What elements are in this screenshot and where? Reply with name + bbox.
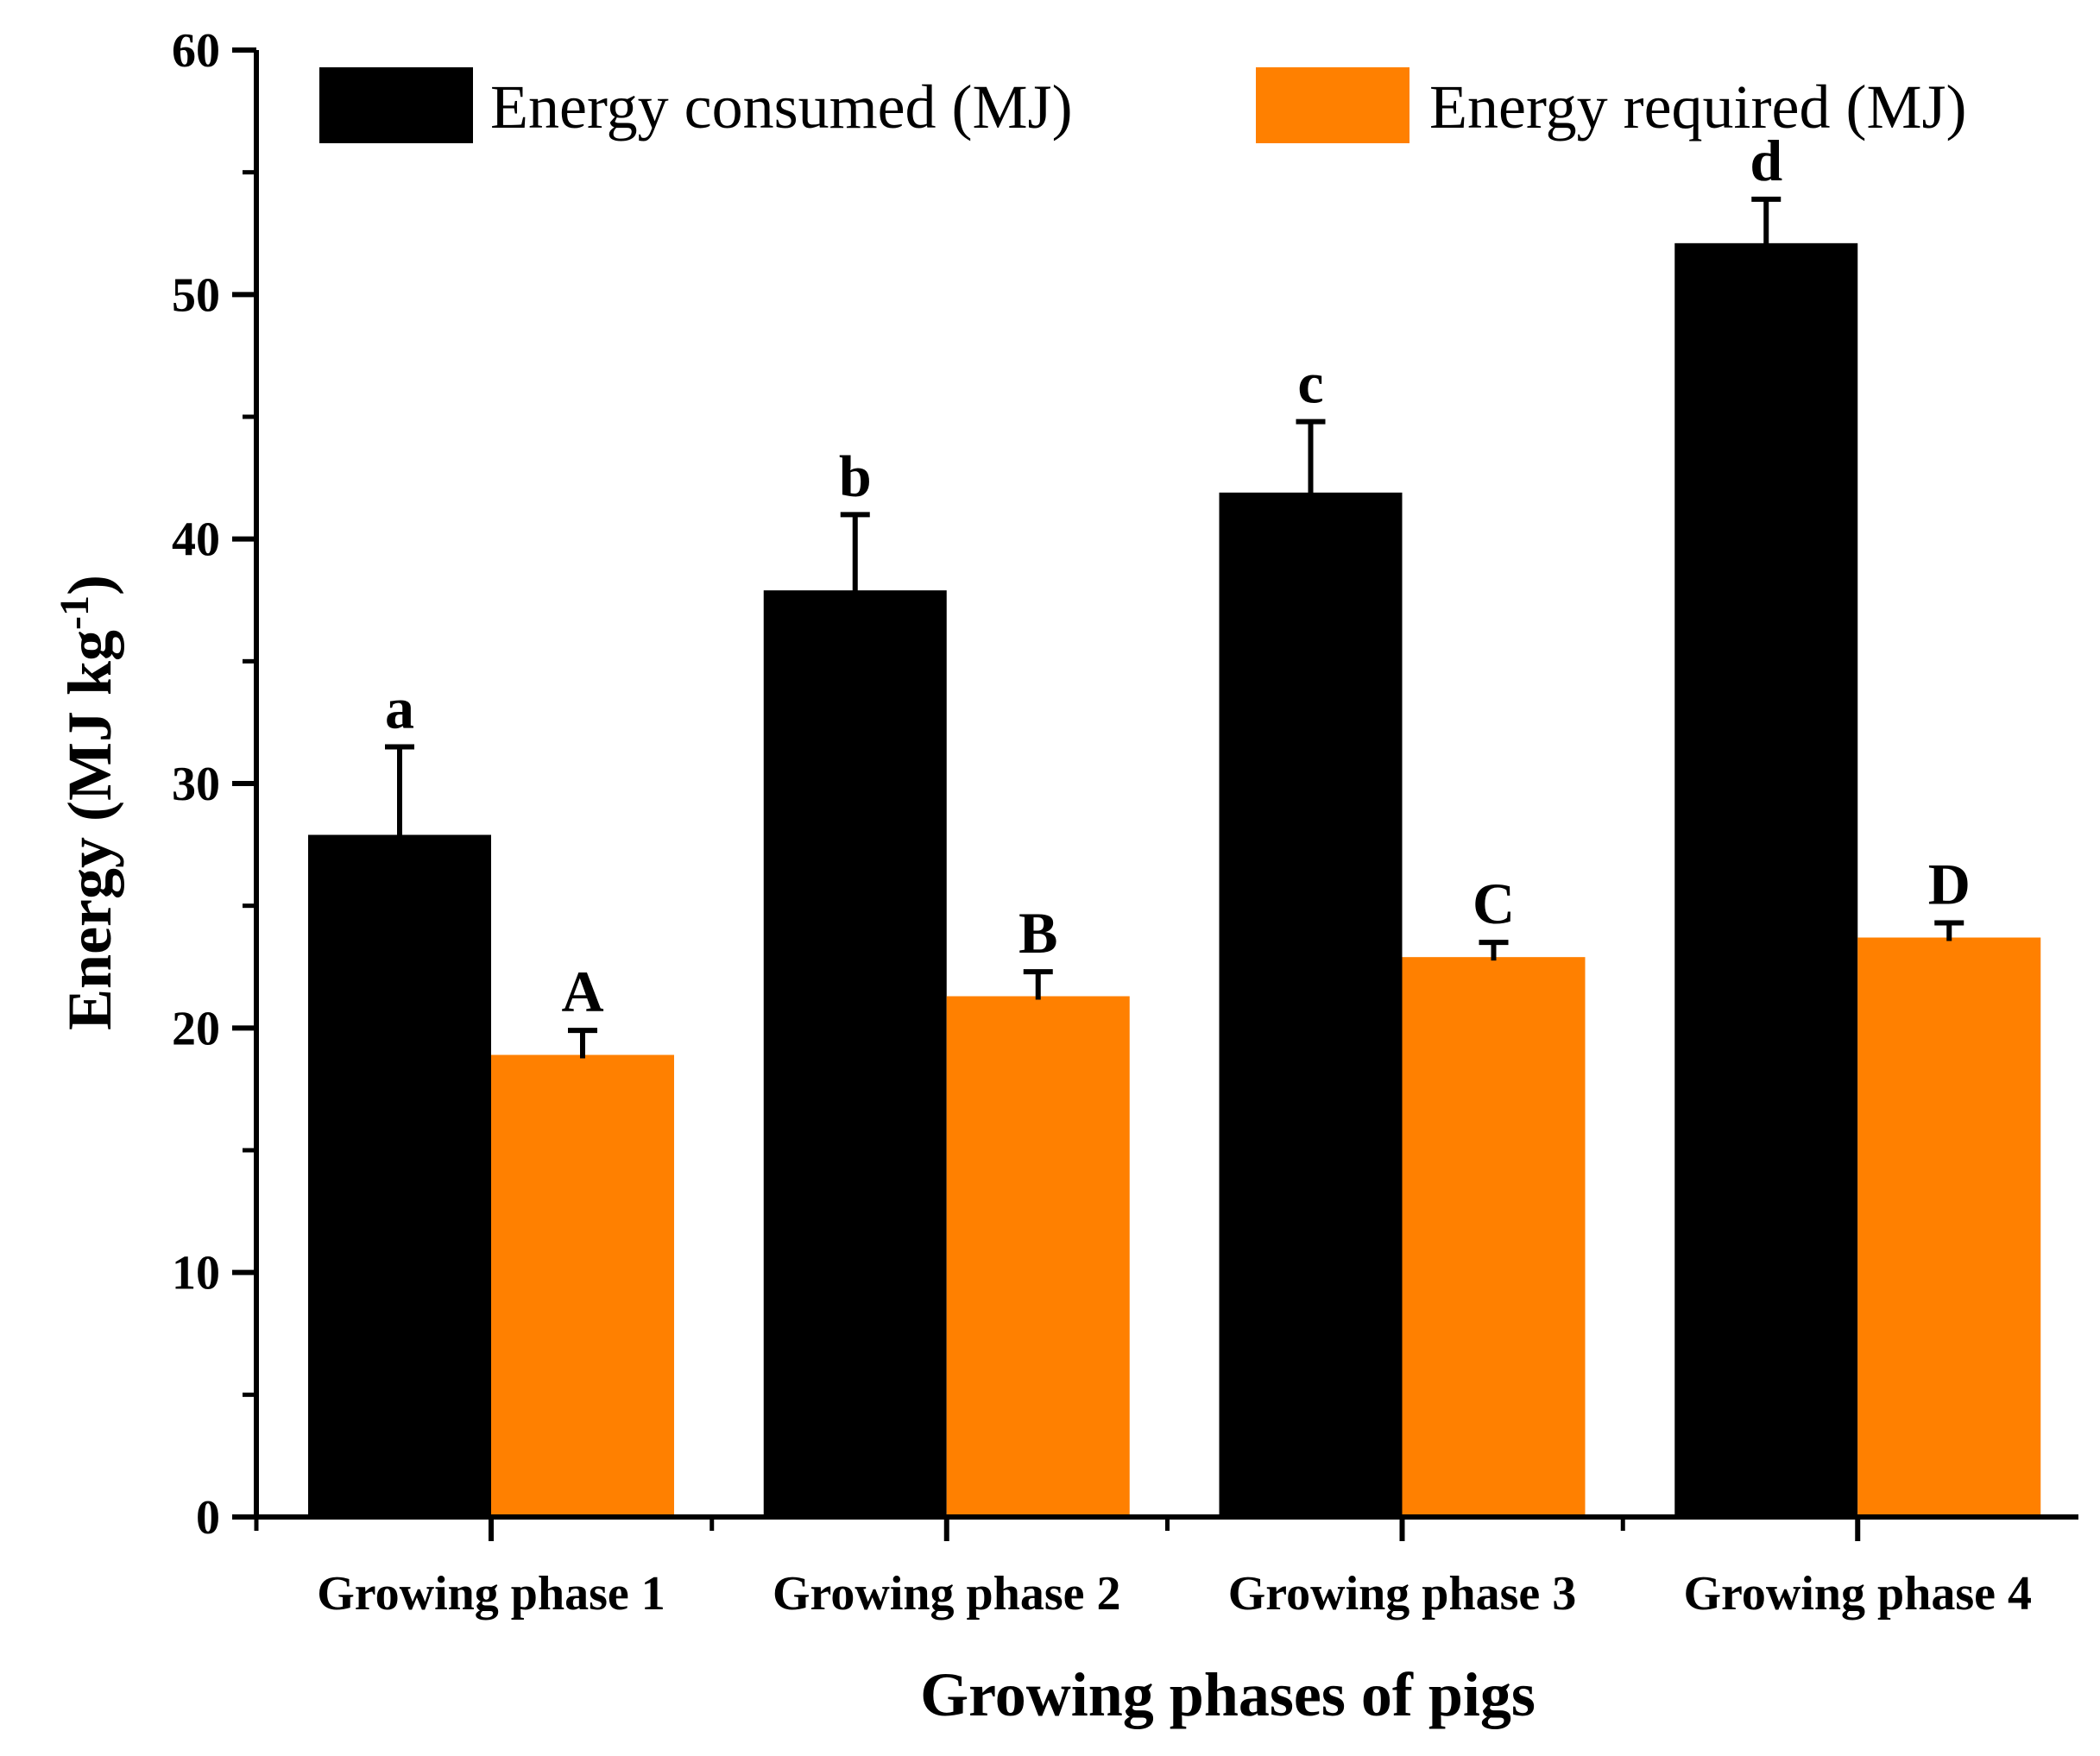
x-tick-label-2: Growing phase 2 [773,1567,1120,1621]
error-bars-layer [385,196,1964,1059]
significance-label-consumed-2: b [839,443,872,508]
y-axis-title-superscript: -1 [52,595,98,630]
y-tick-label-30: 30 [172,758,220,811]
significance-label-consumed-4: d [1750,128,1782,193]
legend: Energy consumed (MJ) Energy required (MJ) [319,67,1966,143]
x-tick-label-3: Growing phase 3 [1228,1567,1576,1621]
x-tick-label-1: Growing phase 1 [317,1567,665,1621]
bar-required-1 [491,1054,674,1517]
significance-labels-layer: a Ab Bc Cd D [385,128,1971,1024]
legend-consumed-swatch [319,67,473,143]
y-axis-title-close: ) [55,575,124,595]
ticks-layer: 0 10 20 30 40 50 60 Growing phase 1 Growing phas… [172,24,2032,1621]
legend-required-swatch [1256,67,1409,143]
bar-consumed-1 [308,834,491,1517]
significance-label-required-3: C [1473,871,1515,936]
bars-layer [308,242,2041,1518]
significance-label-consumed-3: c [1297,350,1323,416]
significance-label-consumed-1: a [385,676,414,741]
x-tick-label-4: Growing phase 4 [1684,1567,2032,1621]
bar-required-2 [946,996,1130,1517]
x-axis-title: Growing phases of pigs [920,1660,1536,1729]
y-axis-title: Energy (MJ kg-1) [52,575,124,1030]
y-tick-label-20: 20 [172,1002,220,1055]
bar-required-3 [1402,957,1586,1517]
y-tick-label-10: 10 [172,1247,220,1300]
significance-label-required-2: B [1018,900,1057,966]
y-tick-label-0: 0 [196,1491,220,1545]
legend-required-label: Energy required (MJ) [1429,72,1966,142]
bar-consumed-4 [1674,242,1858,1517]
y-axis-title-main: Energy (MJ kg [55,630,124,1030]
legend-consumed-label: Energy consumed (MJ) [490,72,1073,142]
y-tick-label-40: 40 [172,513,220,567]
bar-consumed-3 [1219,492,1403,1518]
y-tick-label-60: 60 [172,24,220,78]
bar-required-4 [1857,937,2041,1517]
significance-label-required-4: D [1928,852,1971,917]
significance-label-required-1: A [561,959,603,1024]
bar-consumed-2 [763,590,947,1517]
y-tick-label-50: 50 [172,268,220,322]
